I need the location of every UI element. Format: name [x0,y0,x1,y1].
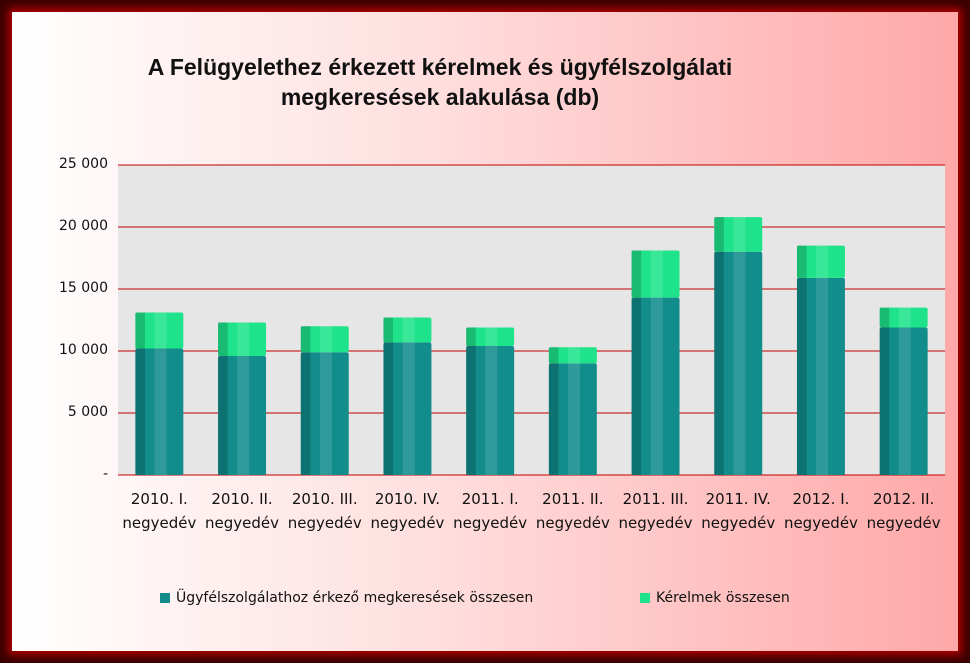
y-tick-label: 25 000 [59,156,108,172]
bar-shade [300,326,311,353]
chart-title: A Felügyelethez érkezett kérelmek és ügy… [147,54,733,110]
y-tick-label: 10 000 [59,342,108,358]
legend-swatch [640,593,650,603]
bar-shine [733,251,746,475]
bar-segment [218,322,267,356]
bar-segment [796,277,845,475]
bar-shade [714,217,724,252]
legend-item: Kérelmek összesen [640,590,790,606]
bar-shine [816,277,829,475]
bar-shade [548,363,559,475]
bar-shade [466,327,476,347]
bar-shade [466,346,476,475]
bar-segment [714,251,763,475]
bar-segment [383,317,432,343]
bar-segment [466,346,515,475]
bar-shade [218,322,228,356]
bar-segment [135,312,184,349]
bar-shade [631,297,642,475]
bar-shade [879,327,890,475]
legend-label: Ügyfélszolgálathoz érkező megkeresések ö… [176,590,534,606]
x-tick-label: 2011. IV. negyedév [701,490,776,532]
bar-segment [631,297,680,475]
bar-shine [733,217,746,252]
x-tick-label: 2010. III. negyedév [287,490,362,532]
bar-shine [402,317,415,343]
x-tick-label: 2010. I. negyedév [122,490,197,532]
bar-shine [237,355,250,475]
x-tick-label: 2011. III. negyedév [618,490,693,532]
y-tick-label: 5 000 [67,404,108,420]
x-tick-label: 2012. II. negyedév [866,490,941,532]
bar-shade [383,342,394,475]
x-tick-label: 2011. I. negyedév [453,490,528,532]
bar-shine [650,297,663,475]
x-tick-label: 2012. I. negyedév [783,490,858,532]
y-tick-label: - [102,466,108,482]
bar-segment [218,355,267,475]
bar-segment [548,363,597,475]
bar-segment [300,352,349,475]
legend-swatch [160,593,170,603]
bar-segment [383,342,432,475]
bar-segment [714,217,763,252]
x-tick-label: 2010. II. negyedév [205,490,280,532]
y-tick-label: 15 000 [59,280,108,296]
bar-shine [898,307,911,328]
bar-segment [466,327,515,347]
bar-shade [631,250,642,298]
bar-shade [796,245,807,278]
x-tick-label: 2011. II. negyedév [535,490,610,532]
bar-shade [879,307,890,328]
bar-segment [300,326,349,353]
bar-shine [898,327,911,475]
bar-shade [714,251,724,475]
bar-shine [154,312,167,349]
bar-segment [135,348,184,475]
bar-segment [631,250,680,298]
bar-shine [154,348,167,475]
bar-shine [485,327,498,347]
x-tick-label: 2010. IV. negyedév [370,490,445,532]
legend-label: Kérelmek összesen [656,590,790,606]
bar-shade [218,355,228,475]
bar-shine [319,326,332,353]
bar-shade [548,347,559,364]
legend-item: Ügyfélszolgálathoz érkező megkeresések ö… [160,590,533,606]
bar-shine [650,250,663,298]
bar-shade [135,312,145,349]
bar-shine [319,352,332,475]
bar-shine [568,363,581,475]
bar-shade [300,352,311,475]
bar-shine [816,245,829,278]
bar-shine [568,347,581,364]
bar-segment [879,307,928,328]
bar-shine [237,322,250,356]
bar-segment [796,245,845,278]
bar-segment [879,327,928,475]
bar-segment [548,347,597,364]
y-tick-label: 20 000 [59,218,108,234]
bar-shine [485,346,498,475]
bar-shine [402,342,415,475]
bar-shade [383,317,394,343]
bar-shade [135,348,145,475]
bar-shade [796,277,807,475]
